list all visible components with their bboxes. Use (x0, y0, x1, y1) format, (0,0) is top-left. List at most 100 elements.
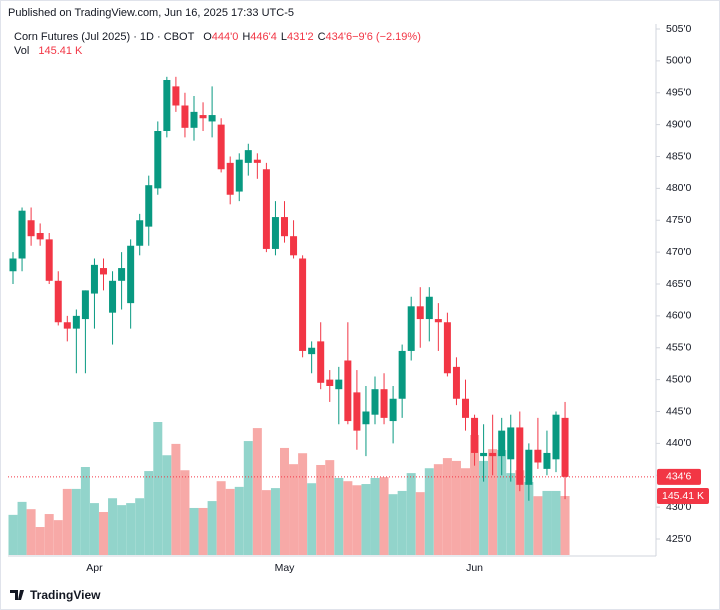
y-tick-label: 450'0 (666, 373, 692, 385)
candle-body (262, 169, 270, 249)
candle-body (199, 115, 207, 119)
y-tick-label: 445'0 (666, 405, 692, 417)
volume-bar (533, 496, 543, 555)
published-note: Published on TradingView.com, Jun 16, 20… (8, 7, 294, 19)
y-tick-label: 425'0 (666, 533, 692, 545)
volume-bar (135, 498, 145, 555)
candle-body (552, 414, 560, 460)
volume-bar (216, 481, 226, 555)
volume-tag-bg (657, 488, 709, 505)
chart-header: Corn Futures (Jul 2025) · 1D · CBOT O444… (14, 31, 421, 43)
volume-tag: 145.41 K (662, 490, 704, 502)
volume-layer (8, 422, 570, 555)
candle-body (271, 217, 279, 249)
volume-bar (370, 477, 380, 555)
volume-bar (334, 477, 344, 555)
volume-bar (270, 488, 280, 555)
candle-body (27, 220, 35, 237)
candle-body (54, 280, 62, 323)
volume-bar (551, 490, 561, 555)
legend-value: 444'0 (212, 31, 239, 43)
volume-bar (207, 501, 217, 555)
candle-body (434, 319, 442, 323)
y-tick-label: 460'0 (666, 310, 692, 322)
volume-bar (89, 503, 99, 555)
candle-body (534, 449, 542, 463)
candle-body (235, 159, 243, 192)
candle-body (281, 217, 288, 237)
volume-bar (524, 482, 534, 555)
y-tick-label: 500'0 (666, 55, 692, 67)
volume-bar (62, 488, 72, 555)
candle-body (63, 322, 71, 329)
legend-value: −9'6 (−2.19%) (352, 31, 421, 43)
candle-body (371, 389, 379, 415)
y-tick-label: 475'0 (666, 214, 692, 226)
candle-body (507, 427, 515, 460)
volume-bar (180, 470, 190, 555)
volume-last: 145.41 K (38, 45, 83, 57)
candle-body (489, 452, 497, 457)
volume-bar (225, 488, 235, 555)
logo-icon (10, 590, 24, 600)
volume-bar (289, 464, 299, 555)
volume-name: Vol (14, 45, 29, 57)
candle-body (217, 124, 225, 170)
candle-body (416, 306, 424, 320)
volume-bar (506, 473, 516, 555)
volume-bar (117, 505, 127, 555)
candle-body (36, 233, 44, 240)
volume-bar (560, 496, 570, 555)
candle-body (100, 268, 107, 275)
candle-body (389, 398, 397, 422)
volume-bar (126, 503, 136, 555)
volume-bar (234, 486, 244, 555)
candle-body (326, 379, 334, 386)
volume-bar (99, 512, 108, 555)
candle-body (208, 115, 216, 122)
candle-body (290, 236, 298, 256)
y-tick-label: 505'0 (666, 23, 692, 35)
candle-body (344, 360, 352, 422)
volume-bar (542, 490, 552, 555)
volume-bar (406, 473, 416, 555)
volume-bar (397, 490, 407, 555)
volume-bar (17, 501, 27, 555)
candle-body (443, 322, 451, 374)
x-tick-label: Jun (466, 562, 483, 574)
volume-bar (497, 449, 507, 555)
candle-body (525, 449, 533, 485)
y-tick-label: 485'0 (666, 150, 692, 162)
volume-bar (433, 464, 443, 555)
candle-body (145, 185, 153, 227)
candle-body (561, 417, 569, 477)
x-tick-label: Apr (86, 562, 103, 574)
candle-body (226, 162, 234, 195)
price-tag-bg (657, 468, 701, 485)
volume-bar (35, 527, 45, 555)
candle-body (163, 80, 171, 131)
price-tag: 434'6 (666, 471, 692, 483)
volume-bar (379, 477, 389, 555)
candle-body (462, 398, 469, 418)
candle-body (190, 111, 198, 128)
footer-logo: TradingView (10, 588, 101, 602)
volume-bar (80, 467, 90, 555)
candle-body (127, 245, 135, 304)
candle-body (90, 264, 98, 294)
candle-body (253, 159, 261, 163)
candle-body (425, 296, 433, 320)
volume-bar (44, 514, 54, 555)
chart-title: Corn Futures (Jul 2025) · 1D · CBOT (14, 31, 195, 43)
volume-header: Vol 145.41 K (14, 45, 83, 57)
volume-bar (298, 453, 308, 555)
volume-bar (415, 492, 425, 555)
volume-bar (461, 468, 470, 555)
legend-value: 431'2 (287, 31, 314, 43)
volume-bar (515, 470, 525, 555)
candle-body (9, 258, 17, 272)
candle-body (543, 452, 551, 469)
legend-value: 434'6 (326, 31, 353, 43)
